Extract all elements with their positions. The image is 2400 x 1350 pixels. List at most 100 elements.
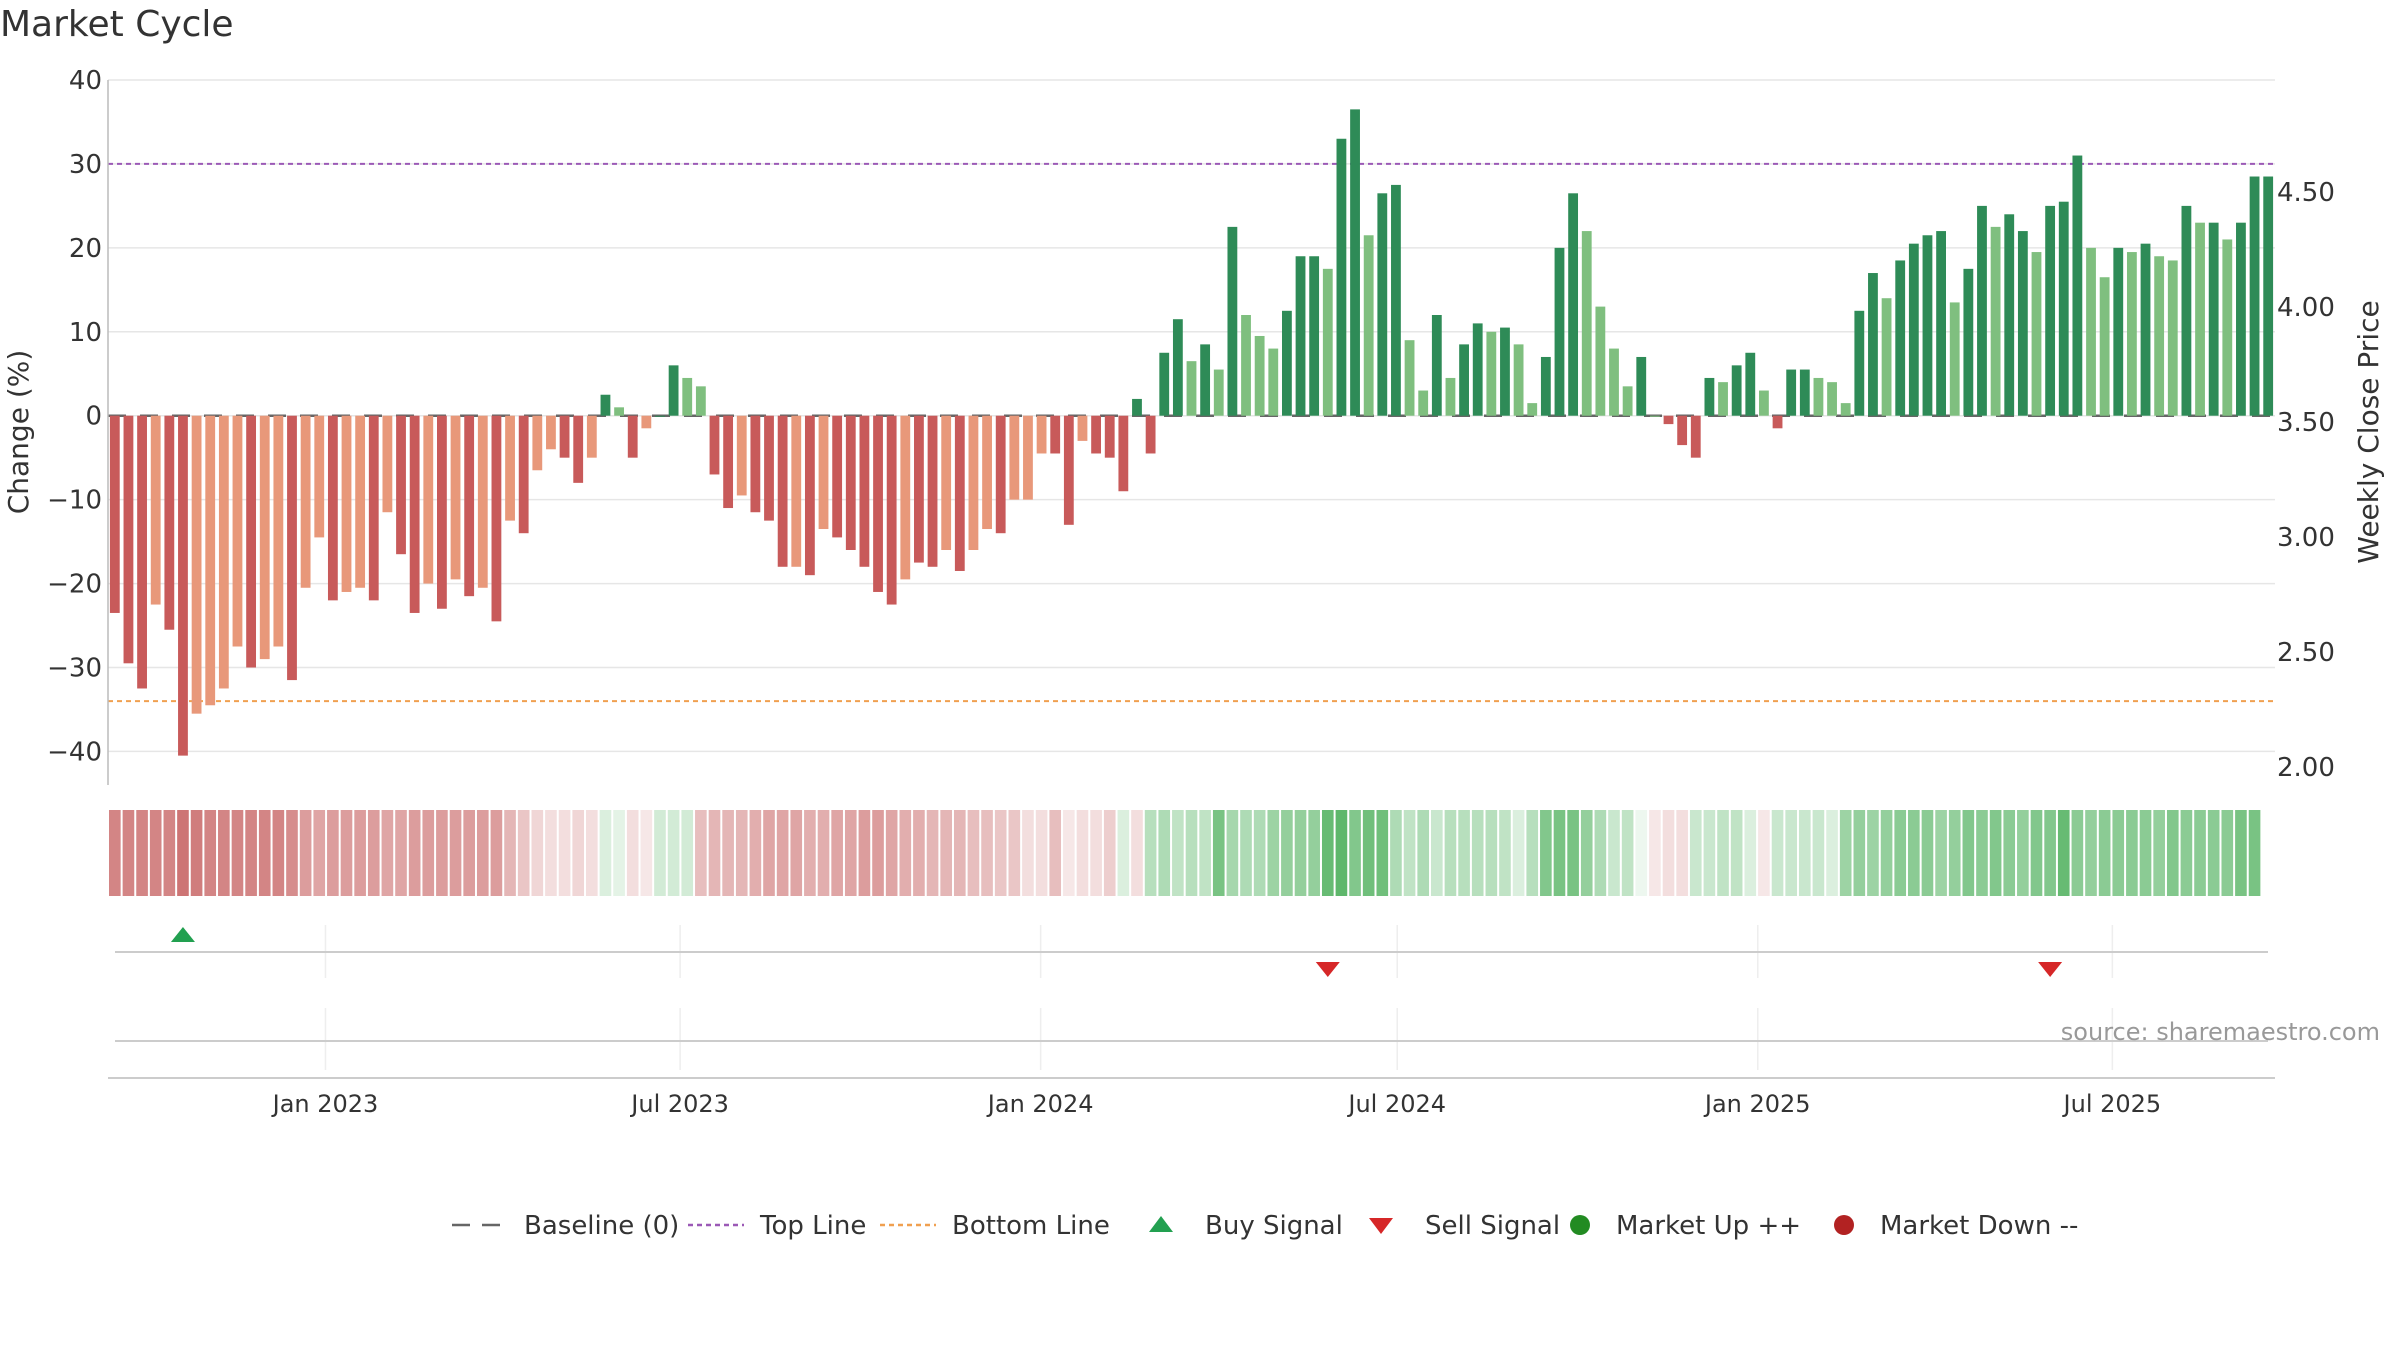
legend-item: Bottom Line — [880, 1211, 1110, 1241]
bar — [1663, 415, 1674, 425]
bar — [2099, 277, 2110, 416]
buy-signal-marker — [170, 927, 195, 942]
bar — [396, 415, 406, 555]
bar — [1159, 352, 1170, 416]
heat-cell — [872, 810, 884, 896]
bar — [1677, 415, 1688, 446]
heat-cell — [1798, 810, 1811, 896]
heat-cell — [1103, 810, 1116, 896]
bar — [1418, 390, 1429, 416]
heat-cell — [463, 810, 475, 896]
heat-cell — [708, 810, 721, 896]
heat-cell — [1049, 810, 1062, 896]
bar — [2236, 222, 2246, 416]
heat-cell — [1008, 810, 1021, 896]
y2-tick-label: 2.50 — [2277, 638, 2335, 668]
bar — [1786, 369, 1797, 416]
heat-cell — [177, 810, 189, 896]
bar — [1554, 247, 1565, 416]
bar — [1922, 235, 1933, 416]
bar — [1431, 315, 1442, 416]
bar — [1241, 315, 1251, 416]
bar — [1459, 344, 1469, 416]
bar — [1363, 235, 1374, 416]
legend-label: Buy Signal — [1205, 1211, 1343, 1241]
heat-cell — [2126, 810, 2138, 896]
heat-cell — [2235, 810, 2247, 896]
heat-cell — [1730, 810, 1743, 896]
legend: Baseline (0) Top Line Bottom Line Buy Signa… — [452, 1211, 2078, 1241]
bar — [1009, 415, 1020, 500]
bar — [995, 415, 1006, 534]
bar — [164, 415, 175, 630]
bar — [804, 415, 815, 576]
bar — [1268, 348, 1279, 416]
x-tick-label: Jan 2023 — [271, 1090, 379, 1118]
y2-tick-label: 3.50 — [2277, 408, 2335, 438]
x-tick-label: Jan 2025 — [1703, 1090, 1811, 1118]
heat-cell — [231, 810, 244, 896]
bar — [709, 415, 720, 475]
heat-cell — [2044, 810, 2056, 896]
heat-cell — [572, 810, 585, 896]
heat-cell — [218, 810, 230, 896]
bar — [1050, 415, 1061, 454]
bar — [764, 415, 774, 521]
heat-cell — [1540, 810, 1552, 896]
bar — [382, 415, 393, 513]
heat-cell — [1921, 810, 1934, 896]
heat-cell — [1717, 810, 1729, 896]
heat-cell — [1294, 810, 1307, 896]
heat-cell — [1485, 810, 1498, 896]
heat-cell — [1063, 810, 1075, 896]
bar — [736, 415, 747, 496]
heat-cell — [790, 810, 803, 896]
heat-cell — [749, 810, 762, 896]
bar — [1745, 352, 1756, 416]
y-tick-label: 30 — [69, 150, 102, 180]
heat-cell — [981, 810, 993, 896]
bar — [1023, 415, 1033, 500]
bar — [1336, 138, 1347, 416]
bar — [723, 415, 734, 509]
heat-cell — [1608, 810, 1620, 896]
heat-cell — [1035, 810, 1048, 896]
heat-cell — [858, 810, 871, 896]
sell-signal-marker — [2038, 962, 2063, 977]
bar — [1254, 335, 1265, 416]
heat-cell — [735, 810, 748, 896]
heat-cell — [1090, 810, 1102, 896]
heat-cell — [1158, 810, 1171, 896]
bar — [627, 415, 638, 458]
bar — [1091, 415, 1102, 454]
bar — [941, 415, 952, 550]
heat-cell — [626, 810, 639, 896]
bar — [1827, 382, 1837, 416]
heat-cell — [1880, 810, 1893, 896]
heat-cell — [2180, 810, 2193, 896]
heat-cell — [1458, 810, 1470, 896]
heat-cell — [313, 810, 326, 896]
bar — [873, 415, 883, 592]
page-title: Market Cycle — [0, 4, 234, 45]
bar — [2045, 205, 2056, 416]
heat-cell — [2071, 810, 2084, 896]
heat-cell — [422, 810, 435, 896]
bar — [1799, 369, 1810, 416]
y-axis-label: Change (%) — [2, 350, 35, 515]
bar — [505, 415, 515, 521]
legend-market-down-dot-icon — [1834, 1215, 1854, 1235]
heat-cell — [1185, 810, 1198, 896]
y-tick-labels: 40 30 20 10 0 −10 −20 −30 −40 — [47, 66, 102, 767]
heat-cell — [1308, 810, 1320, 896]
heat-cell — [695, 810, 707, 896]
heat-cell — [1689, 810, 1702, 896]
bar — [750, 415, 761, 513]
bar — [1609, 348, 1619, 416]
y-tick-label: −40 — [47, 737, 102, 767]
bar — [1595, 306, 1606, 416]
bar — [437, 415, 447, 609]
heat-cell — [1212, 810, 1225, 896]
market-panel — [115, 1008, 2268, 1070]
heat-cell — [286, 810, 298, 896]
